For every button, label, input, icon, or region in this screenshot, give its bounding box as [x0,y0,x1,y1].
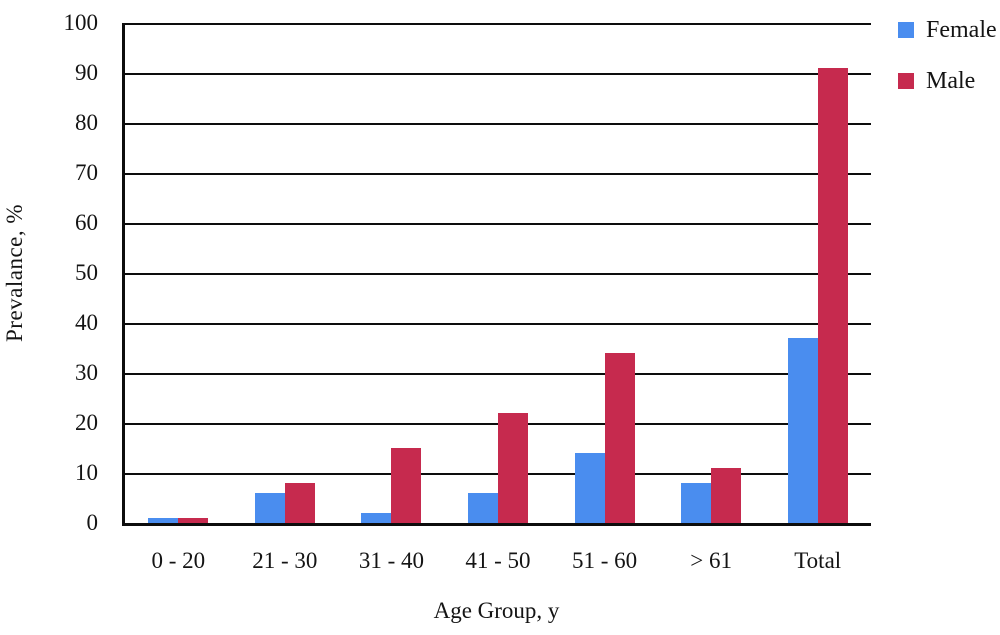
x-axis-title: Age Group, y [433,598,560,623]
female-bar [361,513,392,523]
y-tick-label-50: 50 [75,260,98,285]
y-tick-label-60: 60 [75,210,98,235]
legend-swatch-male-icon [898,73,914,89]
bar-group-7 [764,23,871,523]
male-bar [391,448,422,523]
x-tick-label-2: 21 - 30 [252,548,318,573]
male-bar [817,68,848,523]
gridline-60 [125,223,871,225]
bar-group-6 [658,23,765,523]
legend-label-male: Male [926,67,976,94]
bar-group-4 [445,23,552,523]
plot-area [122,23,871,526]
legend-label-female: Female [926,16,997,43]
y-tick-label-20: 20 [75,410,98,435]
female-bar [148,518,179,523]
y-tick-label-40: 40 [75,310,98,335]
gridline-70 [125,173,871,175]
female-bar [574,453,605,523]
legend-item-male: Male [898,65,997,97]
female-bar [468,493,499,523]
legend-item-female: Female [898,14,997,46]
bar-group-5 [551,23,658,523]
y-tick-label-100: 100 [63,10,99,35]
gridline-80 [125,123,871,125]
y-tick-label-10: 10 [75,460,98,485]
y-tick-label-70: 70 [75,160,98,185]
gridline-20 [125,423,871,425]
x-tick-label-5: 51 - 60 [571,548,638,573]
male-bar [284,483,315,523]
x-tick-label-7: Total [794,548,842,573]
bar-group-1 [125,23,232,523]
legend: Female Male [898,14,997,97]
x-tick-label-6: > 61 [690,548,732,573]
bar-groups [125,23,871,523]
bar-group-2 [232,23,339,523]
y-tick-label-30: 30 [75,360,98,385]
x-tick-label-3: 31 - 40 [358,548,424,573]
gridline-50 [125,273,871,275]
gridline-100 [125,23,871,25]
y-tick-label-90: 90 [75,60,98,85]
male-bar [604,353,635,523]
bar-group-3 [338,23,445,523]
x-tick-label-1: 0 - 20 [151,548,206,573]
male-bar [711,468,742,523]
female-bar [254,493,285,523]
female-bar [787,338,818,523]
y-tick-label-80: 80 [75,110,98,135]
y-tick-label-0: 0 [86,510,99,535]
gridline-30 [125,373,871,375]
male-bar [498,413,529,523]
gridline-40 [125,323,871,325]
male-bar [178,518,209,523]
female-bar [681,483,712,523]
legend-swatch-female-icon [898,22,914,38]
gridline-10 [125,473,871,475]
x-tick-label-4: 41 - 50 [465,548,531,573]
gridline-90 [125,73,871,75]
